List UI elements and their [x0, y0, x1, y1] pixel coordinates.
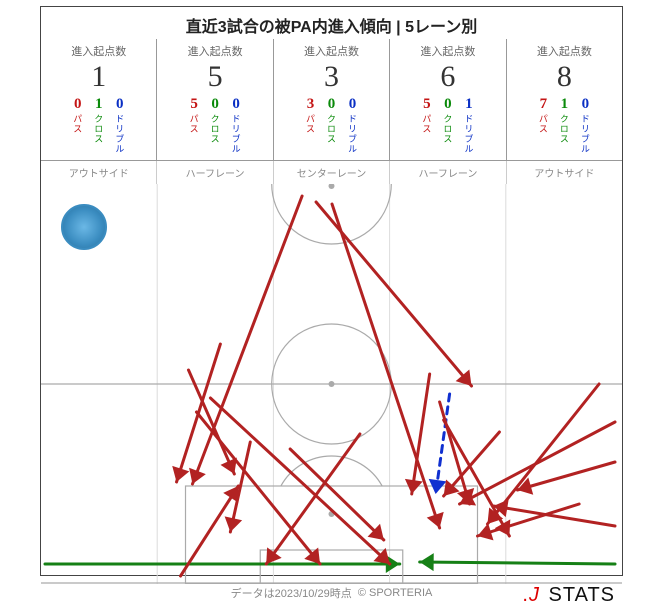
- brk-pass: 0パス: [71, 97, 84, 154]
- lane-col: 進入起点数 5 5パス 0クロス 0ドリブル: [157, 39, 273, 160]
- brk-pass: 5パス: [420, 97, 433, 154]
- lane-breakdown: 0パス 1クロス 0ドリブル: [45, 97, 152, 154]
- lane-name: ハーフレーン: [157, 161, 273, 184]
- brk-cross: 0クロス: [209, 97, 222, 154]
- lane-breakdown: 5パス 0クロス 0ドリブル: [161, 97, 268, 154]
- brk-pass: 3パス: [304, 97, 317, 154]
- brand-rest: STATS: [542, 584, 615, 606]
- brk-cross: 1クロス: [558, 97, 571, 154]
- lane-breakdown: 3パス 0クロス 0ドリブル: [278, 97, 385, 154]
- lane-breakdown: 7パス 1クロス 0ドリブル: [511, 97, 618, 154]
- pitch-area: [41, 184, 622, 584]
- lane-name: ハーフレーン: [390, 161, 506, 184]
- chart-frame: 直近3試合の被PA内進入傾向 | 5レーン別 進入起点数 1 0パス 1クロス …: [40, 6, 623, 576]
- lane-head-label: 進入起点数: [394, 43, 501, 59]
- lane-name: センターレーン: [274, 161, 390, 184]
- brk-cross: 1クロス: [92, 97, 105, 154]
- data-asof: データは2023/10/29時点: [231, 585, 352, 601]
- lane-total: 5: [161, 61, 268, 93]
- brk-dribble: 0ドリブル: [346, 97, 359, 154]
- brk-cross: 0クロス: [441, 97, 454, 154]
- lane-header-row: 進入起点数 1 0パス 1クロス 0ドリブル 進入起点数 5 5パス 0クロス …: [41, 39, 622, 160]
- lane-name: アウトサイド: [41, 161, 157, 184]
- lane-head-label: 進入起点数: [278, 43, 385, 59]
- brk-pass: 7パス: [537, 97, 550, 154]
- brand-logo: .J STATS: [522, 584, 615, 607]
- brand-dot-icon: .: [522, 584, 529, 606]
- brk-pass: 5パス: [188, 97, 201, 154]
- lane-head-label: 進入起点数: [161, 43, 268, 59]
- lane-col: 進入起点数 8 7パス 1クロス 0ドリブル: [507, 39, 622, 160]
- lane-total: 6: [394, 61, 501, 93]
- brand-j: J: [529, 584, 540, 606]
- brk-dribble: 0ドリブル: [579, 97, 592, 154]
- lane-col: 進入起点数 1 0パス 1クロス 0ドリブル: [41, 39, 157, 160]
- lane-name-row: アウトサイド ハーフレーン センターレーン ハーフレーン アウトサイド: [41, 161, 622, 184]
- lane-total: 1: [45, 61, 152, 93]
- lane-total: 8: [511, 61, 618, 93]
- lane-col: 進入起点数 3 3パス 0クロス 0ドリブル: [274, 39, 390, 160]
- lane-breakdown: 5パス 0クロス 1ドリブル: [394, 97, 501, 154]
- lane-head-label: 進入起点数: [511, 43, 618, 59]
- copyright: © SPORTERIA: [358, 587, 433, 599]
- lane-total: 3: [278, 61, 385, 93]
- lane-name: アウトサイド: [507, 161, 622, 184]
- brk-dribble: 1ドリブル: [462, 97, 475, 154]
- brk-dribble: 0ドリブル: [230, 97, 243, 154]
- brk-cross: 0クロス: [325, 97, 338, 154]
- lane-col: 進入起点数 6 5パス 0クロス 1ドリブル: [390, 39, 506, 160]
- pitch-svg: [41, 184, 622, 584]
- lane-head-label: 進入起点数: [45, 43, 152, 59]
- brk-dribble: 0ドリブル: [113, 97, 126, 154]
- chart-title: 直近3試合の被PA内進入傾向 | 5レーン別: [41, 7, 622, 39]
